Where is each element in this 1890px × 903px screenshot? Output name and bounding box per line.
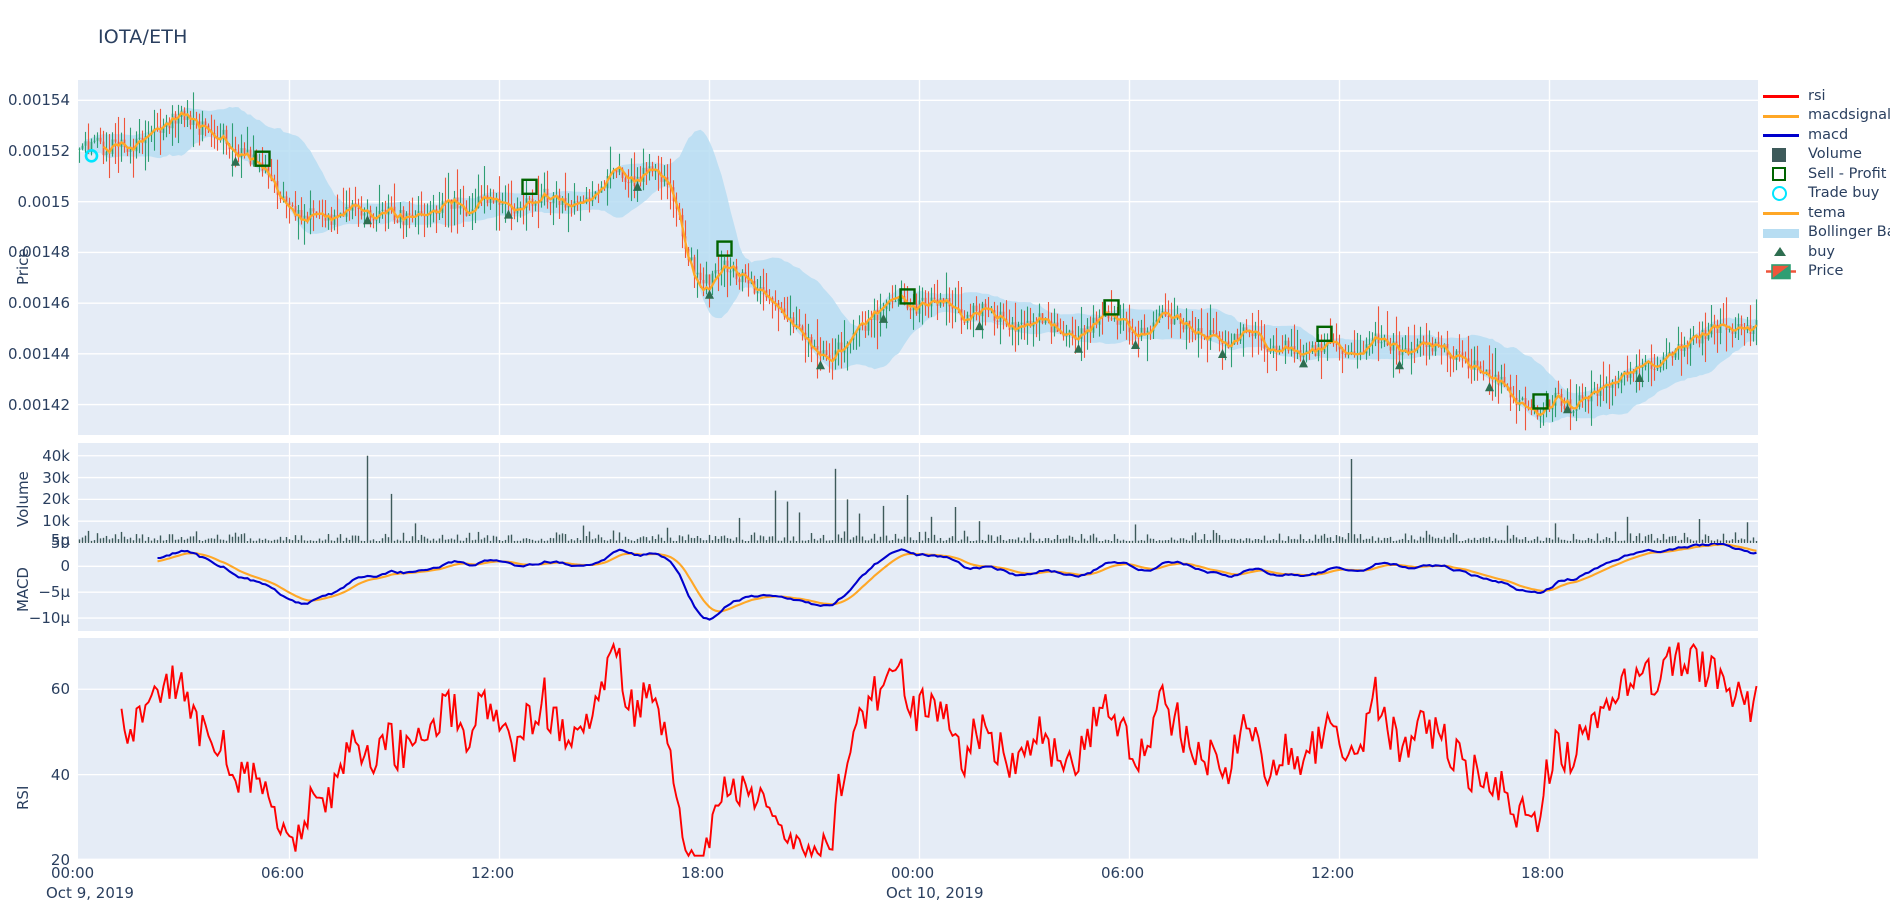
volume-y-tick: 10k <box>42 512 70 531</box>
x-tick-2: 12:00 <box>471 864 515 882</box>
rsi-y-tick: 60 <box>50 680 70 699</box>
legend-swatch-candlestick-icon <box>1760 262 1802 281</box>
x-date-label: Oct 10, 2019 <box>886 884 984 902</box>
legend-item-sell-profit[interactable]: Sell - Profit <box>1760 164 1890 184</box>
price-y-tick: 0.00152 <box>7 142 70 160</box>
legend-swatch-square-open-icon <box>1760 164 1802 183</box>
volume-panel[interactable] <box>78 443 1758 543</box>
price-panel[interactable] <box>78 80 1758 435</box>
volume-y-tick: 30k <box>42 468 70 487</box>
legend-swatch-line-icon <box>1760 106 1802 125</box>
legend-label: rsi <box>1808 87 1826 104</box>
rsi-y-tick: 20 <box>50 851 70 869</box>
rsi-y-tick: 40 <box>50 765 70 784</box>
legend-item-tema[interactable]: tema <box>1760 203 1890 223</box>
x-tick-1: 06:00 <box>261 864 305 882</box>
price-y-tick: 0.00154 <box>7 91 70 110</box>
chart-legend[interactable]: rsi macdsignal macd Volume Sell - Profit Trad… <box>1760 86 1890 281</box>
x-date-label: Oct 9, 2019 <box>46 884 134 902</box>
legend-swatch-circle-open-icon <box>1760 184 1802 203</box>
rsi-axis-title: RSI <box>14 785 32 810</box>
x-tick-6: 12:00 <box>1311 864 1355 882</box>
legend-swatch-band-icon <box>1760 223 1802 242</box>
legend-label: macdsignal <box>1808 107 1890 124</box>
volume-y-tick: 50 <box>50 533 70 552</box>
legend-item-rsi[interactable]: rsi <box>1760 86 1890 106</box>
volume-y-tick: 20k <box>42 490 70 509</box>
macd-y-tick: 5µ <box>50 531 70 550</box>
x-tick-7: 18:00 <box>1521 864 1565 882</box>
volume-y-tick: 40k <box>42 446 70 465</box>
legend-item-bollinger-band[interactable]: Bollinger Band <box>1760 223 1890 243</box>
legend-label: Trade buy <box>1808 185 1880 202</box>
legend-swatch-triangle-up-icon <box>1760 242 1802 261</box>
legend-item-trade-buy[interactable]: Trade buy <box>1760 184 1890 204</box>
page-title: IOTA/ETH <box>98 26 188 48</box>
legend-label: Bollinger Band <box>1808 224 1890 241</box>
legend-label: Volume <box>1808 146 1862 163</box>
legend-swatch-line-icon <box>1760 203 1802 222</box>
price-y-tick: 0.00146 <box>7 294 70 313</box>
legend-swatch-line-icon <box>1760 86 1802 105</box>
price-y-tick: 0.00148 <box>7 243 70 262</box>
price-y-tick: 0.00144 <box>7 344 70 363</box>
macd-panel[interactable] <box>78 543 1758 631</box>
legend-item-price[interactable]: Price <box>1760 262 1890 282</box>
legend-label: tema <box>1808 204 1846 221</box>
x-tick-3: 18:00 <box>681 864 725 882</box>
x-tick-5: 06:00 <box>1101 864 1145 882</box>
legend-swatch-line-icon <box>1760 125 1802 144</box>
legend-label: Price <box>1808 263 1844 280</box>
price-y-tick: 0.00142 <box>7 395 70 414</box>
macd-y-tick: −5µ <box>38 583 70 602</box>
legend-label: macd <box>1808 126 1849 143</box>
x-tick-0: 00:00 <box>51 864 95 882</box>
legend-item-macd[interactable]: macd <box>1760 125 1890 145</box>
legend-item-macdsignal[interactable]: macdsignal <box>1760 106 1890 126</box>
rsi-panel[interactable] <box>78 638 1758 860</box>
legend-label: buy <box>1808 243 1835 260</box>
legend-swatch-square-filled-icon <box>1760 145 1802 164</box>
macd-y-tick: 0 <box>60 557 70 576</box>
legend-label: Sell - Profit <box>1808 165 1887 182</box>
x-tick-4: 00:00 <box>891 864 935 882</box>
macd-y-tick: −10µ <box>28 609 70 628</box>
legend-item-volume[interactable]: Volume <box>1760 145 1890 165</box>
legend-item-buy[interactable]: buy <box>1760 242 1890 262</box>
price-y-tick: 0.0015 <box>17 192 71 211</box>
